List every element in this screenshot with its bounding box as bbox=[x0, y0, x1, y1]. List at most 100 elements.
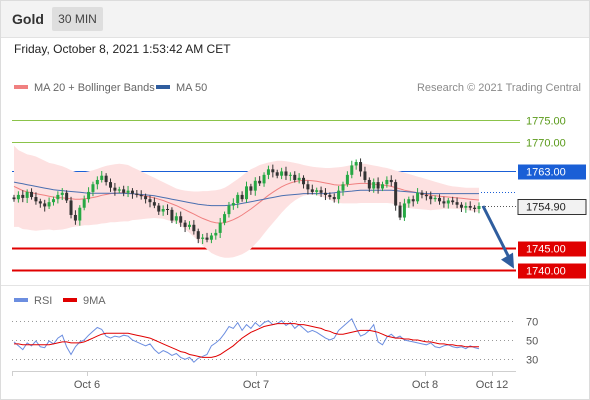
level-label-1775.00: 1775.00 bbox=[526, 116, 566, 128]
forecast-arrow-shaft bbox=[481, 205, 511, 259]
candle-body bbox=[266, 169, 270, 175]
candle-body bbox=[473, 207, 477, 209]
candle-body bbox=[420, 192, 424, 195]
candle-body bbox=[91, 184, 95, 192]
candle-body bbox=[376, 182, 380, 189]
candle-body bbox=[192, 224, 196, 232]
candle-body bbox=[60, 192, 64, 195]
candle-body bbox=[236, 194, 240, 204]
candle-body bbox=[464, 206, 468, 208]
candle-body bbox=[350, 165, 354, 175]
candle-body bbox=[12, 197, 16, 200]
candle-body bbox=[30, 191, 34, 198]
candle-body bbox=[284, 171, 288, 176]
last-price-tag bbox=[517, 199, 587, 215]
rsi-tick-label-70: 70 bbox=[526, 317, 538, 329]
level-label-1770.00: 1770.00 bbox=[526, 138, 566, 150]
candle-body bbox=[433, 197, 437, 200]
datetime-label: Friday, October 8, 2021 1:53:42 AM CET bbox=[14, 42, 231, 56]
price-legend: MA 20 + Bollinger Bands MA 50 Research ©… bbox=[14, 82, 581, 94]
candle-body bbox=[51, 199, 55, 203]
candle-body bbox=[21, 194, 25, 198]
candle-body bbox=[319, 190, 323, 193]
level-label-1763.00: 1763.00 bbox=[526, 167, 566, 179]
x-tick-label-oct-6: Oct 6 bbox=[74, 379, 100, 391]
candle-body bbox=[402, 203, 406, 218]
level-label-1745.00: 1745.00 bbox=[526, 244, 566, 256]
rsi-tick-label-50: 50 bbox=[526, 336, 538, 348]
candle-body bbox=[253, 180, 257, 191]
watermark: Research © 2021 Trading Central bbox=[417, 82, 581, 94]
candle-body bbox=[56, 194, 60, 200]
candle-body bbox=[288, 174, 292, 176]
level-tag-1740.00 bbox=[518, 263, 586, 279]
candle-body bbox=[69, 200, 73, 215]
candle-body bbox=[122, 189, 126, 193]
candle-body bbox=[218, 222, 222, 233]
candle-body bbox=[306, 184, 310, 190]
rsi-tick-label-30: 30 bbox=[526, 355, 538, 367]
candle-body bbox=[139, 194, 143, 197]
candle-body bbox=[166, 208, 170, 210]
candle-body bbox=[174, 216, 178, 221]
candle-body bbox=[459, 204, 463, 208]
candle-body bbox=[25, 191, 29, 198]
candle-body bbox=[416, 192, 420, 202]
candle-body bbox=[205, 237, 209, 240]
forecast-arrow bbox=[481, 205, 514, 269]
candle-body bbox=[293, 174, 297, 180]
candle-body bbox=[104, 175, 108, 183]
candle-body bbox=[65, 192, 69, 201]
header-bar: Gold 30 MIN bbox=[1, 1, 589, 38]
rsi-grid: 70 50 30 bbox=[12, 317, 538, 367]
candle-body bbox=[187, 224, 191, 227]
level-label-1740.00: 1740.00 bbox=[526, 266, 566, 278]
moving-averages bbox=[13, 179, 480, 224]
legend-rsi-label: RSI bbox=[34, 295, 52, 307]
candle-body bbox=[297, 177, 301, 180]
rsi-ma9-line bbox=[14, 323, 479, 358]
candle-body bbox=[73, 214, 77, 221]
candle-body bbox=[341, 184, 345, 191]
candle-body bbox=[135, 193, 139, 195]
candle-body bbox=[411, 199, 415, 202]
x-axis-ticks: Oct 6 Oct 7 Oct 8 Oct 12 bbox=[12, 371, 508, 391]
candle-body bbox=[398, 205, 402, 218]
candle-body bbox=[161, 208, 165, 212]
candle-body bbox=[328, 194, 332, 198]
candle-body bbox=[240, 194, 244, 200]
candle-body bbox=[126, 190, 130, 193]
candle-body bbox=[302, 177, 306, 185]
candle-body bbox=[275, 172, 279, 176]
candle-body bbox=[367, 179, 371, 189]
timeframe-badge[interactable]: 30 MIN bbox=[52, 7, 103, 31]
candle-body bbox=[429, 196, 433, 200]
candle-body bbox=[359, 162, 363, 172]
candle-body bbox=[332, 197, 336, 200]
level-labels: 1775.00 1770.00 1763.00 1745.00 1740.00 1754.… bbox=[516, 116, 587, 279]
candle-body bbox=[34, 197, 38, 202]
candle-body bbox=[113, 187, 117, 191]
candle-body bbox=[451, 200, 455, 203]
candle-body bbox=[231, 203, 235, 206]
candles bbox=[12, 158, 481, 244]
legend-9ma-label: 9MA bbox=[83, 295, 106, 307]
candle-body bbox=[130, 190, 134, 194]
candle-body bbox=[438, 197, 442, 202]
candle-body bbox=[442, 201, 446, 204]
candle-body bbox=[389, 179, 393, 183]
last-price-label: 1754.90 bbox=[526, 202, 566, 214]
legend-ma20-label: MA 20 + Bollinger Bands bbox=[34, 82, 155, 94]
candle-body bbox=[95, 179, 99, 185]
candle-body bbox=[468, 206, 472, 208]
candle-body bbox=[262, 174, 266, 184]
candle-body bbox=[214, 232, 218, 236]
candle-body bbox=[117, 189, 121, 191]
ma50-line bbox=[13, 181, 479, 207]
candle-body bbox=[271, 169, 275, 173]
ma20-line bbox=[13, 179, 480, 224]
legend-ma20-swatch bbox=[14, 85, 28, 89]
candle-body bbox=[223, 214, 227, 223]
candle-body bbox=[179, 216, 183, 223]
candle-body bbox=[183, 222, 187, 227]
